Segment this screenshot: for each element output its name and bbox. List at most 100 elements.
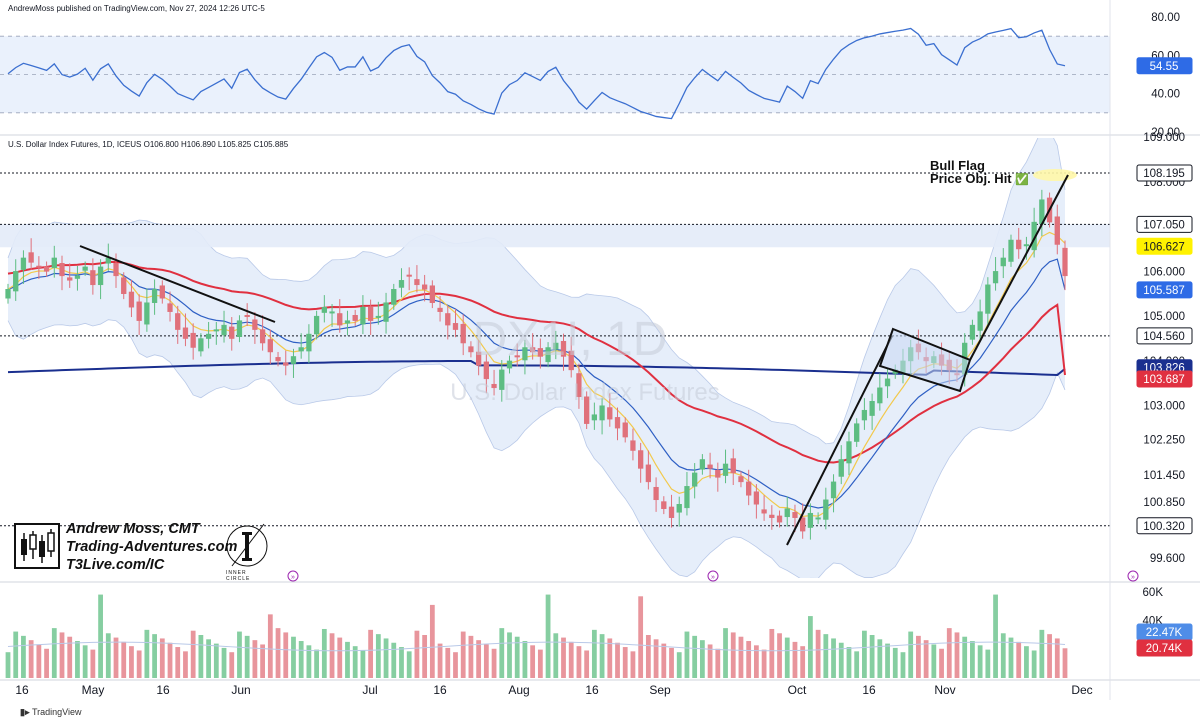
bollinger-lower bbox=[7, 319, 1066, 578]
volume-bar bbox=[684, 631, 690, 678]
candle bbox=[306, 324, 312, 364]
candle-body bbox=[661, 501, 667, 509]
candle-body bbox=[59, 263, 65, 277]
volume-bar bbox=[561, 637, 566, 678]
candle bbox=[491, 369, 497, 396]
candle-body bbox=[823, 499, 829, 520]
volume-bar bbox=[591, 629, 597, 678]
candle bbox=[460, 314, 466, 356]
volume-bar bbox=[869, 635, 875, 678]
event-marker-icon bbox=[1127, 570, 1139, 582]
price-tag-level: 100.320 bbox=[1136, 517, 1193, 535]
volume-bar bbox=[75, 641, 80, 678]
price-tick-label: 109.000 bbox=[1143, 132, 1185, 144]
candle-body bbox=[769, 514, 775, 518]
candle-body bbox=[259, 329, 266, 344]
candle-body bbox=[522, 347, 528, 361]
volume-bar bbox=[476, 640, 482, 678]
rsi-line bbox=[7, 27, 1066, 120]
price-tag-level-bg bbox=[1136, 215, 1193, 233]
volume-bar bbox=[406, 651, 412, 678]
volume-ma-line bbox=[7, 641, 1066, 652]
target-highlight bbox=[1033, 169, 1077, 182]
volume-bar bbox=[283, 632, 289, 678]
candle-body bbox=[761, 509, 767, 514]
volume-bar bbox=[831, 638, 836, 678]
candle bbox=[807, 503, 814, 540]
candle-body bbox=[830, 481, 837, 499]
candle-body bbox=[553, 342, 559, 350]
candle-body bbox=[82, 266, 88, 271]
candle bbox=[483, 354, 489, 394]
volume-bar bbox=[800, 646, 806, 678]
volume-bar bbox=[661, 643, 667, 678]
volume-bar bbox=[1054, 638, 1060, 678]
tv-icon: ▮▸ bbox=[20, 707, 32, 717]
candle bbox=[1000, 248, 1006, 279]
candle bbox=[761, 495, 767, 521]
candle-body bbox=[414, 279, 420, 286]
volume-pane bbox=[5, 594, 1068, 678]
time-axis[interactable]: 16 May 16 Jun Jul 16 Aug 16 Sep Oct 16 Nov Dec » » » bbox=[15, 570, 1139, 697]
volume-bar bbox=[399, 647, 404, 678]
volume-bar bbox=[854, 651, 860, 678]
candle-body bbox=[1000, 257, 1006, 267]
volume-bar bbox=[692, 635, 698, 678]
candle bbox=[599, 398, 605, 435]
price-tag-ema10-bg bbox=[1136, 237, 1193, 255]
candle-body bbox=[429, 285, 435, 303]
candle bbox=[51, 245, 57, 278]
candle bbox=[522, 339, 528, 375]
candle-body bbox=[584, 396, 590, 424]
bollinger-band bbox=[0, 138, 1110, 578]
candle-body bbox=[715, 469, 721, 478]
volume-bar bbox=[5, 652, 11, 678]
tradingview-logo[interactable]: ▮▸ TradingView bbox=[20, 707, 82, 718]
volume-up-tag-label: 22.47K bbox=[1146, 627, 1183, 639]
candle-body bbox=[97, 266, 104, 286]
price-axis[interactable]: 109.000108.000107.000106.000105.000104.0… bbox=[1109, 0, 1193, 700]
annotation-line2-text: Price Obj. Hit bbox=[930, 171, 1012, 186]
candle-body bbox=[969, 324, 976, 340]
candle-body bbox=[560, 340, 567, 357]
candle bbox=[20, 250, 27, 284]
volume-bar bbox=[993, 594, 998, 678]
price-tag-level-bg bbox=[1136, 517, 1193, 535]
watermark-name: U.S. Dollar Index Futures bbox=[450, 379, 719, 406]
candle bbox=[36, 256, 42, 279]
candle-body bbox=[506, 360, 513, 369]
candle bbox=[537, 338, 543, 369]
volume-bar bbox=[321, 628, 327, 678]
volume-bar bbox=[491, 648, 497, 678]
candle bbox=[313, 310, 320, 340]
candle-body bbox=[861, 409, 868, 421]
candle-body bbox=[236, 320, 243, 338]
volume-bar bbox=[260, 644, 265, 678]
volume-bar bbox=[699, 640, 705, 678]
candle bbox=[205, 321, 212, 349]
sma50-line bbox=[7, 260, 1066, 464]
candle bbox=[661, 496, 667, 515]
rsi-pane bbox=[0, 27, 1110, 120]
symbol-info[interactable]: U.S. Dollar Index Futures, 1D, ICEUS O10… bbox=[8, 140, 289, 149]
candle bbox=[692, 463, 698, 499]
volume-bar bbox=[777, 633, 782, 678]
candle-body bbox=[514, 355, 520, 358]
volume-bar bbox=[985, 649, 991, 678]
volume-bar bbox=[144, 629, 150, 678]
candle bbox=[854, 418, 860, 447]
candle-body bbox=[545, 347, 551, 363]
event-marker-icon bbox=[287, 570, 299, 582]
volume-bar bbox=[129, 646, 134, 678]
time-tick-label: May bbox=[82, 683, 105, 697]
candle bbox=[638, 442, 644, 483]
volume-bar bbox=[67, 636, 73, 678]
candle bbox=[244, 303, 250, 327]
candle-body bbox=[491, 383, 497, 389]
volume-bar bbox=[213, 643, 219, 678]
volume-bar bbox=[159, 638, 165, 678]
candle-body bbox=[190, 332, 196, 348]
candle-body bbox=[321, 306, 327, 313]
candle-body bbox=[205, 333, 212, 339]
